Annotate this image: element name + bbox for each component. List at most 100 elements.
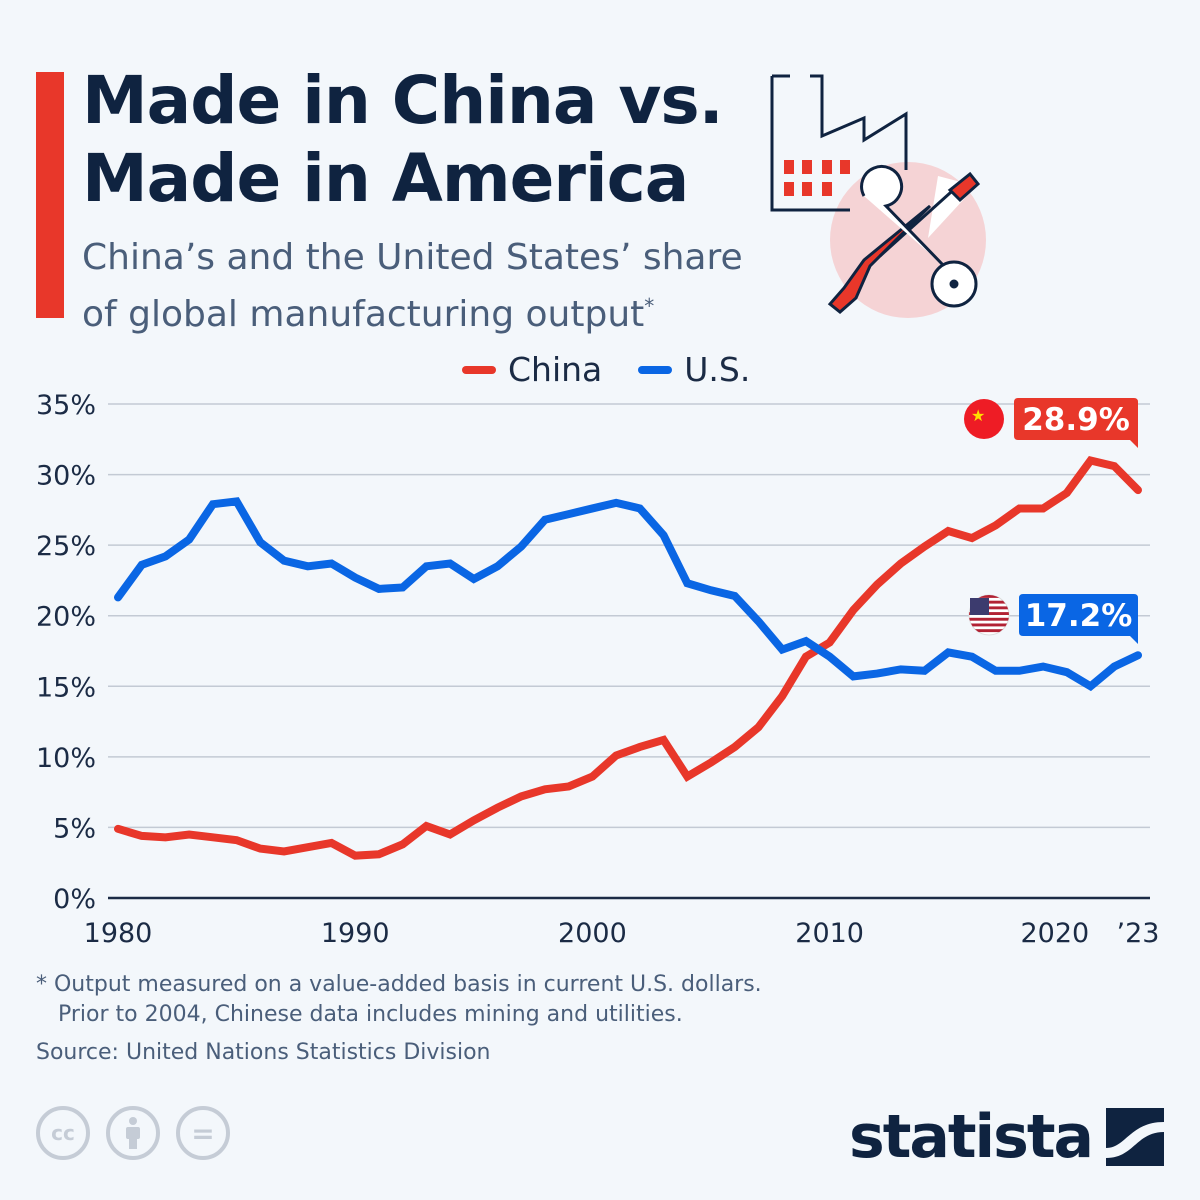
data-point: [1137, 489, 1139, 491]
data-point: [615, 754, 617, 756]
data-point: [1018, 507, 1020, 509]
data-point: [710, 762, 712, 764]
data-point: [947, 651, 949, 653]
end-label-us: [1019, 594, 1138, 644]
footnote-mark: *: [644, 294, 655, 318]
y-tick-label: 30%: [36, 461, 96, 492]
data-point: [141, 564, 143, 566]
legend-item-us: U.S.: [638, 350, 750, 389]
data-point: [1090, 459, 1092, 461]
end-label-box: [1019, 594, 1138, 644]
data-point: [236, 839, 238, 841]
flag-star-icon: ★: [971, 406, 985, 425]
flag-stripe: [969, 618, 1009, 621]
data-point: [1113, 465, 1115, 467]
data-point: [995, 670, 997, 672]
data-point: [236, 500, 238, 502]
data-point: [639, 746, 641, 748]
y-tick-label: 20%: [36, 602, 96, 633]
data-point: [876, 673, 878, 675]
data-point: [757, 620, 759, 622]
legend-label-us: U.S.: [684, 350, 751, 389]
data-point: [1066, 492, 1068, 494]
data-point: [805, 640, 807, 642]
y-tick-label: 5%: [53, 813, 96, 844]
subtitle-line-2: of global manufacturing output: [82, 294, 645, 335]
factory-wrench-screwdriver-icon: [770, 74, 986, 318]
data-point: [1113, 666, 1115, 668]
y-tick-label: 0%: [53, 884, 96, 915]
x-tick-label: 1990: [321, 918, 390, 949]
statista-logo[interactable]: statista: [849, 1102, 1164, 1172]
data-point: [117, 596, 119, 598]
footnote-line-1: * Output measured on a value-added basis…: [36, 972, 762, 997]
data-point: [307, 846, 309, 848]
legend-swatch-us: [638, 365, 673, 374]
data-point: [402, 586, 404, 588]
data-point: [259, 848, 261, 850]
data-point: [734, 746, 736, 748]
data-point: [544, 519, 546, 521]
data-point: [686, 582, 688, 584]
data-point: [663, 739, 665, 741]
data-point: [307, 565, 309, 567]
data-point: [330, 562, 332, 564]
data-point: [520, 795, 522, 797]
attribution-icon[interactable]: [106, 1106, 160, 1160]
data-point: [568, 785, 570, 787]
footnote: * Output measured on a value-added basis…: [36, 970, 762, 1030]
accent-bar: [36, 72, 64, 318]
data-point: [1090, 685, 1092, 687]
data-point: [591, 507, 593, 509]
flag-stripe: [969, 629, 1009, 632]
data-point: [212, 836, 214, 838]
data-point: [283, 560, 285, 562]
end-label-box: [1014, 398, 1138, 448]
data-point: [852, 609, 854, 611]
no-derivatives-icon[interactable]: =: [176, 1106, 230, 1160]
data-point: [686, 776, 688, 778]
title-line-2: Made in America: [82, 140, 689, 217]
x-tick-label: 2020: [1020, 918, 1089, 949]
data-point: [402, 843, 404, 845]
data-point: [1066, 671, 1068, 673]
data-point: [1042, 507, 1044, 509]
data-point: [164, 836, 166, 838]
end-label-value: 28.9%: [1022, 402, 1130, 438]
data-point: [971, 656, 973, 658]
subtitle-line-1: China’s and the United States’ share: [82, 237, 743, 278]
data-point: [781, 649, 783, 651]
title-line-1: Made in China vs.: [82, 62, 724, 139]
brand-name: statista: [848, 1102, 1094, 1172]
footnote-line-2: Prior to 2004, Chinese data includes min…: [58, 1002, 683, 1027]
data-point: [473, 819, 475, 821]
data-point: [212, 503, 214, 505]
data-point: [283, 850, 285, 852]
data-point: [1018, 670, 1020, 672]
data-point: [544, 788, 546, 790]
x-tick-label: 2010: [795, 918, 864, 949]
flag-stripe: [969, 595, 1009, 598]
y-tick-label: 35%: [36, 390, 96, 421]
data-point: [591, 776, 593, 778]
data-point: [141, 835, 143, 837]
cc-icon[interactable]: cc: [36, 1106, 90, 1160]
x-tick-label: 1980: [84, 918, 153, 949]
data-point: [164, 555, 166, 557]
flag-stripe: [969, 624, 1009, 627]
data-point: [330, 842, 332, 844]
data-point: [947, 530, 949, 532]
data-point: [449, 833, 451, 835]
y-tick-label: 15%: [36, 672, 96, 703]
data-point: [639, 507, 641, 509]
data-point: [781, 695, 783, 697]
data-point: [805, 656, 807, 658]
data-point: [924, 670, 926, 672]
data-point: [971, 537, 973, 539]
data-point: [117, 828, 119, 830]
series-line-us: [114, 497, 1142, 692]
data-point: [757, 726, 759, 728]
data-point: [1137, 654, 1139, 656]
data-point: [1042, 666, 1044, 668]
